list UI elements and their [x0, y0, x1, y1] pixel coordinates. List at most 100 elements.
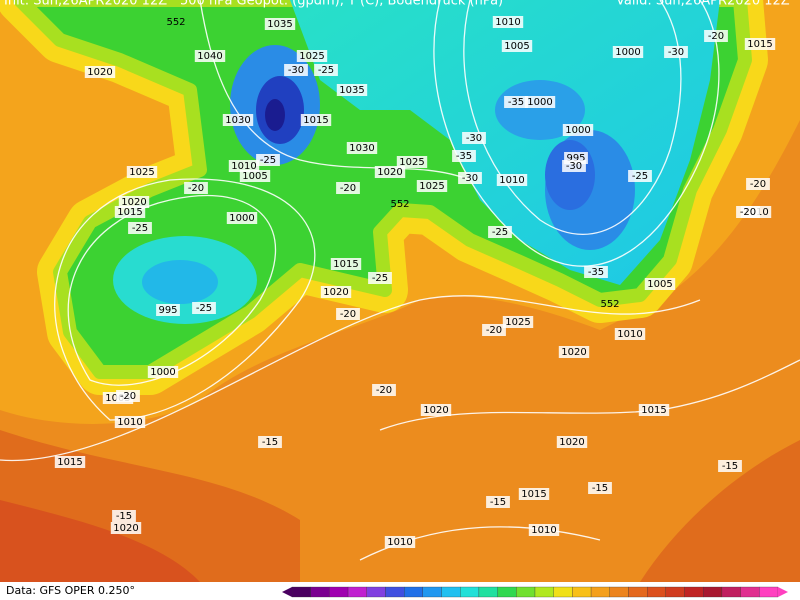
temperature-label: -25 [196, 303, 212, 314]
temperature-label: -25 [632, 171, 648, 182]
isobar-label-box [126, 166, 158, 178]
isobar-label: 1030 [349, 143, 374, 154]
isobar-label: 1000 [565, 125, 590, 136]
temperature-label: -20 [486, 325, 502, 336]
temperature-label: -15 [592, 483, 608, 494]
temperature-label: -35 [588, 267, 604, 278]
isobar-label: 1020 [561, 347, 586, 358]
isobar-label-box [114, 416, 146, 428]
temperature-label: -15 [490, 497, 506, 508]
isobar-label-box [518, 488, 550, 500]
isobar-label-box [296, 50, 328, 62]
isobar-label: 1025 [129, 167, 154, 178]
geopotential-label: 552 [166, 17, 185, 28]
isobar-label: 1010 [495, 17, 520, 28]
isobar-label-box [264, 18, 296, 30]
temperature-label-box [284, 64, 308, 76]
color-step [516, 586, 536, 598]
color-step [590, 586, 610, 598]
color-step [329, 586, 349, 598]
temperature-label-box [486, 496, 510, 508]
isobar-label: 1000 [150, 367, 175, 378]
isobar-label: 1000 [615, 47, 640, 58]
isobar-label-box [374, 166, 406, 178]
isobar-label-box [502, 316, 534, 328]
temperature-label: -25 [132, 223, 148, 234]
isobar-label: 1010 [617, 329, 642, 340]
isobar-label: 1000 [229, 213, 254, 224]
color-step [703, 586, 723, 598]
isobar-label: 1020 [87, 67, 112, 78]
isobar-label-box [300, 114, 332, 126]
temperature-label-box [314, 64, 338, 76]
color-step [385, 586, 405, 598]
temperature-label-box [452, 150, 476, 162]
temperature-label-box [184, 182, 208, 194]
isobar-label: 1005 [647, 279, 672, 290]
color-step [291, 586, 311, 598]
color-step [684, 586, 704, 598]
color-step [740, 586, 760, 598]
temperature-label-box [562, 160, 586, 172]
temperature-label-box [116, 390, 140, 402]
isobar-label: 1030 [225, 115, 250, 126]
isobar-label-box [110, 522, 142, 534]
isobar-label: 1010 [117, 417, 142, 428]
isobar-label: 1000 [527, 97, 552, 108]
isobar-label-box [346, 142, 378, 154]
temperature-label: -25 [492, 227, 508, 238]
isobar-label-box [118, 196, 150, 208]
isobar-label: 1015 [521, 489, 546, 500]
temperature-label: -20 [120, 391, 136, 402]
temperature-label: -20 [376, 385, 392, 396]
color-step [497, 586, 517, 598]
temperature-label: -30 [466, 133, 482, 144]
temperature-label-box [628, 170, 652, 182]
color-step [366, 586, 386, 598]
temperature-label-box [336, 182, 360, 194]
temperature-label-box [462, 132, 486, 144]
color-step [553, 586, 573, 598]
isobar-label: 1035 [267, 19, 292, 30]
isobar-label-box [194, 50, 226, 62]
isobar-label-box [528, 524, 560, 536]
isobar-label: 1015 [117, 207, 142, 218]
color-step [478, 586, 498, 598]
temperature-label: -25 [318, 65, 334, 76]
color-step [721, 586, 741, 598]
temperature-label-box [112, 510, 136, 522]
isobar-label-box [54, 456, 86, 468]
isobar-label: 1020 [559, 437, 584, 448]
isobar-label: 1020 [323, 287, 348, 298]
isobar-label: 1015 [333, 259, 358, 270]
temperature-label-box [458, 172, 482, 184]
temperature-label-box [368, 272, 392, 284]
isobar-label: 1010 [387, 537, 412, 548]
isobar-label-box [492, 16, 524, 28]
isobar-label-box [556, 436, 588, 448]
isobar-label-box [384, 536, 416, 548]
isobar-label: 1015 [641, 405, 666, 416]
isobar-label-box [114, 206, 146, 218]
temperature-label: -35 [456, 151, 472, 162]
isobar-label: 1020 [121, 197, 146, 208]
scale-arrow-right [778, 587, 788, 597]
temperature-label-box [664, 46, 688, 58]
temperature-label: -20 [750, 179, 766, 190]
isobar-label-box [524, 96, 556, 108]
isobar-label-box [330, 258, 362, 270]
temperature-label: -25 [372, 273, 388, 284]
isobar-label: 995 [566, 153, 585, 164]
isobar-label-box [226, 212, 258, 224]
temperature-label-box [192, 302, 216, 314]
temperature-label-box [588, 482, 612, 494]
isobar-label: 1020 [423, 405, 448, 416]
isobar-label: 1010 [231, 161, 256, 172]
isobar-label-box [420, 404, 452, 416]
isobar-label: 1015 [747, 39, 772, 50]
color-step [572, 586, 592, 598]
isobar-label: 1005 [242, 171, 267, 182]
isobar-label: 1020 [377, 167, 402, 178]
init-time: Init: Sun,26APR2020 12Z [4, 0, 167, 9]
